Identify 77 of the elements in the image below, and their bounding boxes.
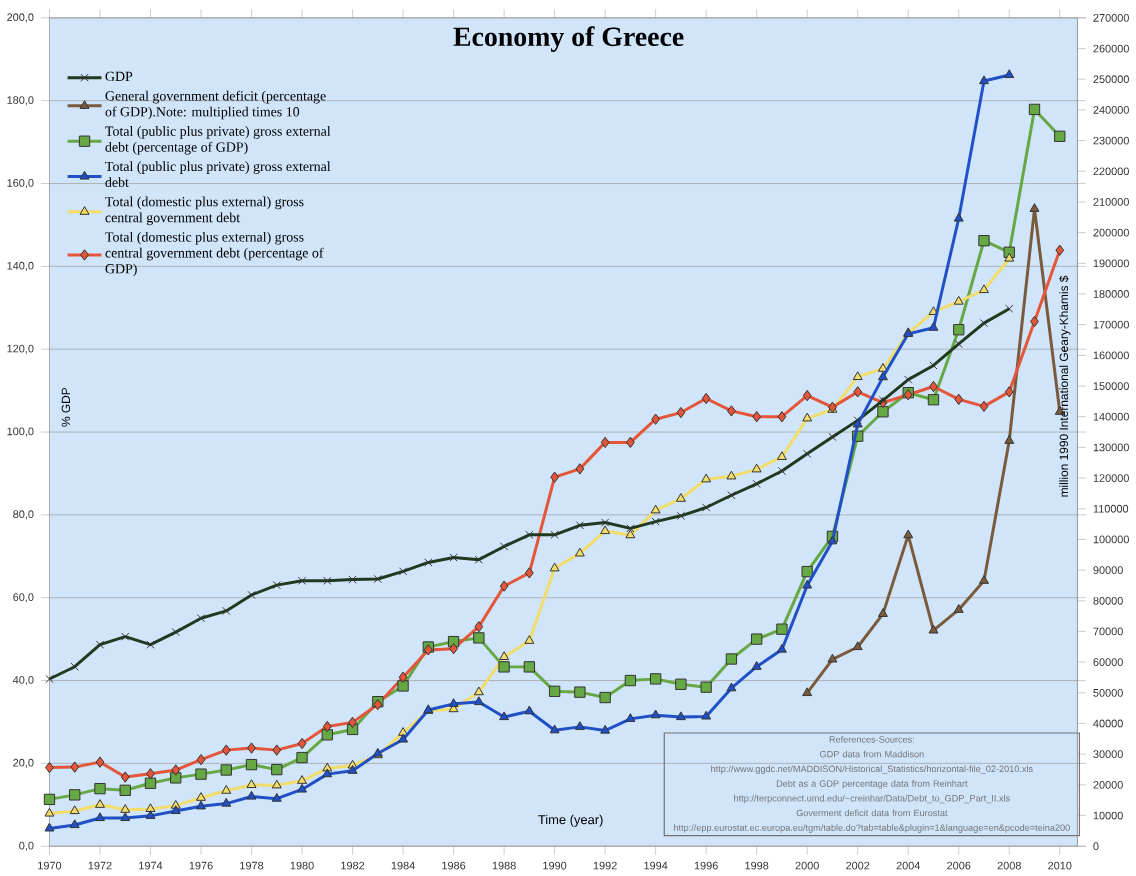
y2-tick-label: 80000 [1093,596,1123,605]
y2-tick-label: 0 [1093,842,1099,851]
y2-tick-label: 220000 [1093,167,1129,176]
annotation: http://www.ggdc.net/MADDISON/Historical_Statistics/horizontal-file_02-2010.xls [711,765,1033,774]
y2-tick-label: 190000 [1093,259,1129,268]
annotation: http://terpconnect.umd.edu/~creinhar/Data/Debt_to_GDP_Part_II.xls [734,794,1010,804]
y2-tick-label: 130000 [1093,443,1129,452]
x-tick-label: 2006 [947,861,971,870]
x-tick-label: 1990 [543,861,567,870]
y2-tick-label: 210000 [1093,198,1129,206]
annotation: Debt as a GDP percentage data from Reinhart [776,780,968,789]
y2-tick-label: 90000 [1093,566,1123,574]
annotation: GDP data from Maddison [820,750,924,758]
y2-tick-label: 10000 [1093,811,1123,820]
y-tick-label: 120,0 [7,344,34,354]
annotation: Goverment deficit data from Eurostat [796,809,948,817]
legend-label: General government deficit (percentage of GDP).Note: multiplied times 10 [105,90,326,120]
y-tick-label: 40,0 [12,675,34,686]
x-tick-label: 2010 [1048,861,1072,870]
x-tick-label: 2004 [896,861,921,870]
x-tick-label: 1996 [694,861,718,870]
x-tick-label: 1988 [492,861,516,870]
y2-tick-label: 200000 [1093,228,1129,237]
x-tick-label: 1978 [240,861,264,870]
legend-label: Total (public plus private) gross external debt (percentage of GDP) [105,126,331,155]
legend-label: GDP [105,71,133,81]
x-tick-label: 2002 [846,861,870,870]
y2-tick-label: 110000 [1093,504,1129,513]
y2-tick-label: 180000 [1093,290,1129,298]
y2-tick-label: 100000 [1093,535,1129,544]
x-tick-label: 1992 [593,861,617,870]
x-tick-label: 1972 [88,861,112,870]
x-tick-label: 1984 [391,861,415,870]
y-tick-label: 200,0 [7,13,34,23]
x-tick-label: 1986 [442,861,466,870]
y2-tick-label: 230000 [1093,136,1129,145]
x-tick-label: 1980 [290,861,314,870]
y2-tick-label: 40000 [1093,719,1123,728]
legend-label: Total (public plus private) gross external debt [105,161,331,187]
y2-tick-label: 270000 [1093,13,1129,22]
y2-tick-label: 170000 [1093,320,1129,329]
y-tick-label: 20,0 [13,758,34,768]
y-tick-label: 160,0 [7,178,34,189]
x-tick-label: 2000 [795,861,819,870]
y-tick-label: 100,0 [7,427,34,437]
y2-tick-label: 260000 [1093,44,1129,53]
x-tick-label: 1998 [745,861,769,870]
x-tick-label: 1994 [644,861,668,870]
annotation: References-Sources: [829,735,914,743]
y2-tick-label: 60000 [1093,658,1123,666]
y-tick-label: 180,0 [7,96,34,106]
y2-tick-label: 70000 [1093,627,1123,636]
legend-label: Total (domestic plus external) gross central government debt [105,196,304,226]
x-tick-label: 1974 [139,861,163,870]
x-tick-label: 1970 [38,861,62,870]
y2-tick-label: 30000 [1093,750,1123,758]
y2-tick-label: 20000 [1093,780,1123,789]
y2-tick-label: 240000 [1093,106,1129,114]
y-tick-label: 140,0 [7,261,34,271]
y2-tick-label: 50000 [1093,688,1123,697]
y2-axis-title: million 1990 International Geary-Khamis $ [1059,275,1071,497]
legend-label: Total (domestic plus external) gross central government debt (percentage of GDP) [105,231,324,277]
y2-tick-label: 150000 [1093,382,1129,390]
y-tick-label: 60,0 [13,593,34,603]
chart-title: Economy of Greece [453,26,684,52]
annotation: http://epp.eurostat.ec.europa.eu/tgm/table.do?tab=table&plugin=1&language=en&pcode=teina200 [674,824,1070,833]
x-tick-label: 1976 [189,861,213,870]
y-axis-title: % GDP [61,387,71,427]
y2-tick-label: 140000 [1093,412,1129,421]
y-tick-label: 0,0 [19,841,34,851]
x-tick-label: 2008 [997,861,1021,870]
y2-tick-label: 160000 [1093,351,1129,360]
x-tick-label: 1982 [341,861,365,870]
y2-tick-label: 250000 [1093,75,1129,84]
y-tick-label: 80,0 [13,510,34,520]
x-axis-title: Time (year) [538,814,603,827]
y2-tick-label: 120000 [1093,474,1129,482]
